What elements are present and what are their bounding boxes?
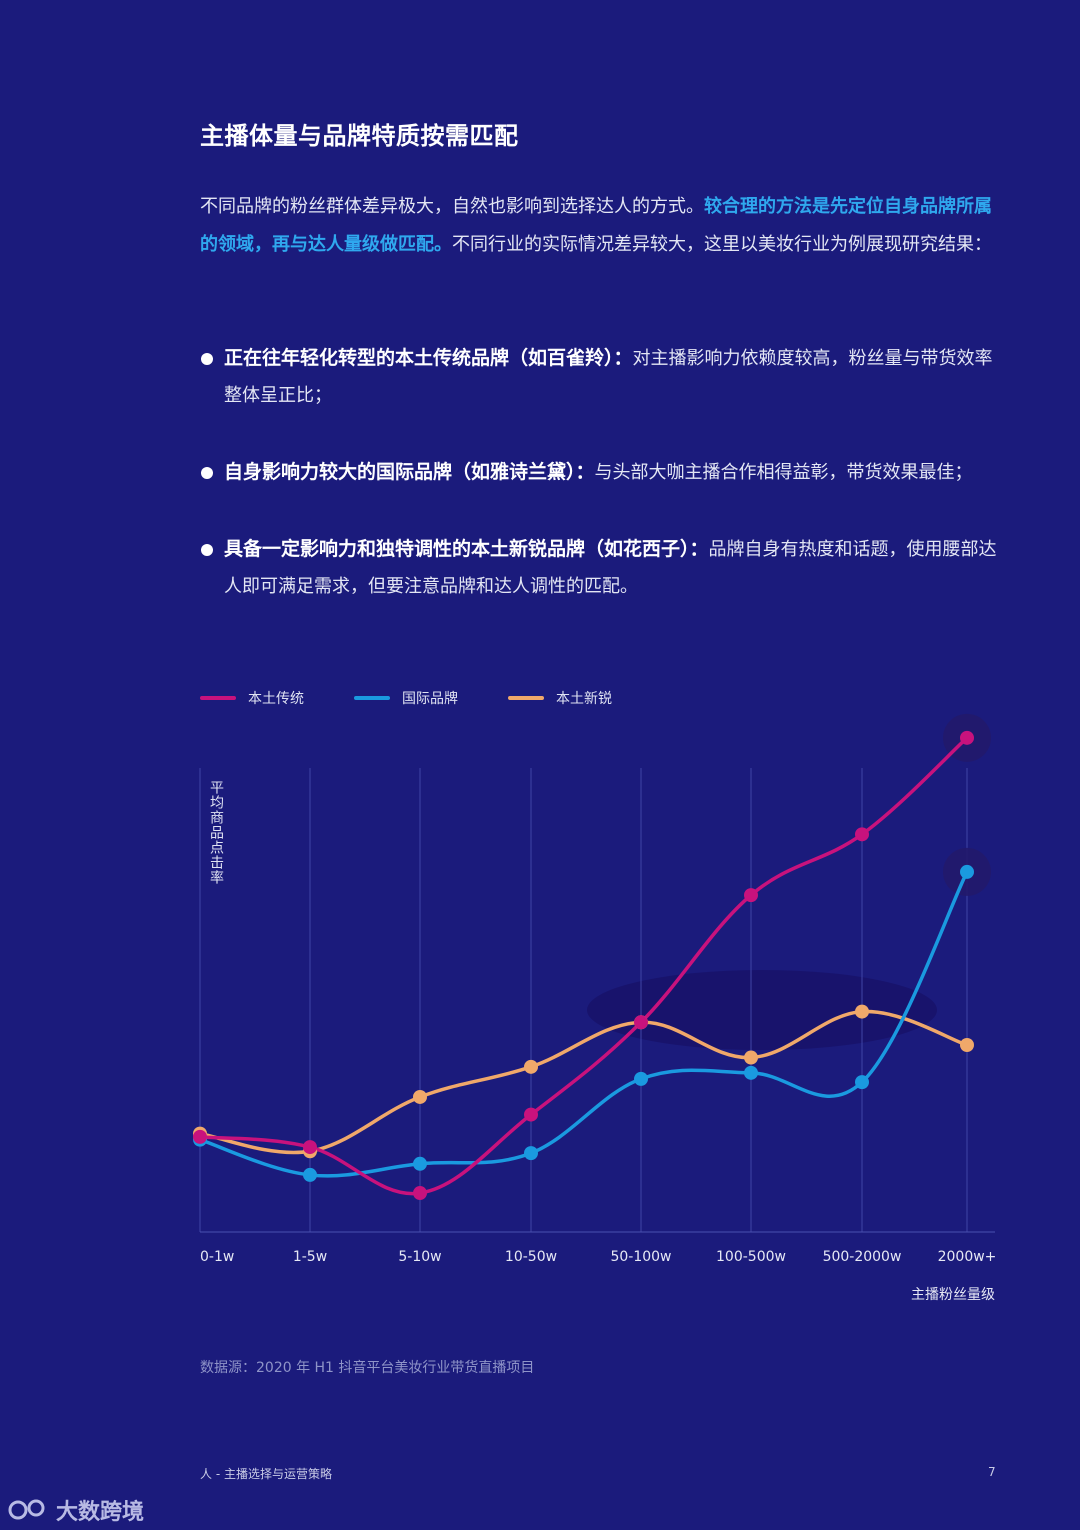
data-point-series-2 xyxy=(960,1038,974,1053)
data-point-series-0 xyxy=(524,1107,538,1122)
x-tick-label: 500-2000w xyxy=(823,1249,902,1265)
legend-swatch xyxy=(200,696,236,700)
section-title: 主播体量与品牌特质按需匹配 xyxy=(200,122,519,150)
footer-section-label: 人 - 主播选择与运营策略 xyxy=(200,1467,332,1481)
data-point-series-1 xyxy=(855,1075,869,1090)
legend-label: 国际品牌 xyxy=(402,691,458,707)
x-tick-label: 0-1w xyxy=(200,1249,234,1265)
line-chart: 平均商品点击率 0-1w 1-5w 5-10w 10-50w 50-100w 100-500… xyxy=(193,713,997,1303)
bullet-text: 品牌自身有热度和话题，使用腰部达人即可满足需求，但要注意品牌和达人调性的匹配。 xyxy=(224,539,997,597)
data-point-series-2 xyxy=(413,1089,427,1104)
bullet-strong: 正在往年轻化转型的本土传统品牌（如百雀羚）： xyxy=(224,347,633,369)
x-tick-label: 1-5w xyxy=(293,1249,327,1265)
series-line-0 xyxy=(198,736,969,1196)
highlight-ellipse xyxy=(587,970,937,1050)
x-tick-label: 2000w+ xyxy=(938,1249,997,1265)
bullet-dot-icon xyxy=(201,353,213,365)
data-point-series-1 xyxy=(744,1065,758,1080)
data-point-series-2 xyxy=(524,1059,538,1074)
data-point-series-0 xyxy=(744,888,758,903)
bullet-strong: 具备一定影响力和独特调性的本土新锐品牌（如花西子）： xyxy=(224,538,709,560)
data-point-series-1 xyxy=(960,864,974,879)
legend-item-series-2: 本土新锐 xyxy=(508,688,612,708)
x-axis-title: 主播粉丝量级 xyxy=(911,1287,995,1303)
bullet-item: 自身影响力较大的国际品牌（如雅诗兰黛）：与头部大咖主播合作相得益彰，带货效果最佳… xyxy=(200,454,1000,491)
legend-swatch xyxy=(354,696,390,700)
watermark-text: 大数跨境 xyxy=(56,1500,145,1525)
bullet-text: 对主播影响力依赖度较高，粉丝量与带货效率整体呈正比； xyxy=(224,348,993,406)
legend-swatch xyxy=(508,696,544,700)
data-point-series-0 xyxy=(960,730,974,745)
data-point-series-0 xyxy=(303,1140,317,1155)
data-point-series-2 xyxy=(744,1050,758,1065)
data-point-series-0 xyxy=(634,1015,648,1030)
intro-text-2: 不同行业的实际情况差异较大，这里以美妆行业为例展现研究结果： xyxy=(452,234,992,255)
x-tick-label: 5-10w xyxy=(398,1249,441,1265)
data-point-series-1 xyxy=(524,1146,538,1161)
legend-item-series-0: 本土传统 xyxy=(200,688,304,708)
data-point-series-0 xyxy=(413,1186,427,1201)
watermark-icon xyxy=(8,1499,45,1520)
page-number: 7 xyxy=(988,1465,996,1479)
x-tick-label: 10-50w xyxy=(505,1249,557,1265)
data-point-series-1 xyxy=(413,1156,427,1171)
legend-label: 本土传统 xyxy=(248,691,304,707)
legend-item-series-1: 国际品牌 xyxy=(354,688,458,708)
bullet-dot-icon xyxy=(201,467,213,479)
bullet-list: 正在往年轻化转型的本土传统品牌（如百雀羚）：对主播影响力依赖度较高，粉丝量与带货… xyxy=(200,340,1000,645)
bullet-item: 正在往年轻化转型的本土传统品牌（如百雀羚）：对主播影响力依赖度较高，粉丝量与带货… xyxy=(200,340,1000,414)
y-axis-label: 平均商品点击率 xyxy=(208,780,224,885)
data-point-series-1 xyxy=(634,1071,648,1086)
series-line-2 xyxy=(198,1009,969,1155)
data-source-note: 数据源：2020 年 H1 抖音平台美妆行业带货直播项目 xyxy=(200,1360,535,1376)
bullet-text: 与头部大咖主播合作相得益彰，带货效果最佳； xyxy=(594,462,973,483)
legend-label: 本土新锐 xyxy=(556,691,612,707)
watermark-logo: 大数跨境 xyxy=(8,1494,144,1526)
data-point-series-2 xyxy=(855,1004,869,1019)
intro-paragraph: 不同品牌的粉丝群体差异极大，自然也影响到选择达人的方式。较合理的方法是先定位自身… xyxy=(200,188,1000,264)
bullet-dot-icon xyxy=(201,544,213,556)
data-point-series-0 xyxy=(193,1129,207,1144)
data-point-series-0 xyxy=(855,827,869,842)
intro-highlight: 较合理的方法是先定位自身品牌所属的领域，再与达人量级做匹配。 xyxy=(200,196,992,255)
x-tick-label: 50-100w xyxy=(610,1249,671,1265)
bullet-strong: 自身影响力较大的国际品牌（如雅诗兰黛）： xyxy=(224,461,595,483)
data-point-series-1 xyxy=(303,1167,317,1182)
bullet-item: 具备一定影响力和独特调性的本土新锐品牌（如花西子）：品牌自身有热度和话题，使用腰… xyxy=(200,531,1000,605)
intro-text-1: 不同品牌的粉丝群体差异极大，自然也影响到选择达人的方式。 xyxy=(200,196,704,217)
x-tick-label: 100-500w xyxy=(716,1249,786,1265)
